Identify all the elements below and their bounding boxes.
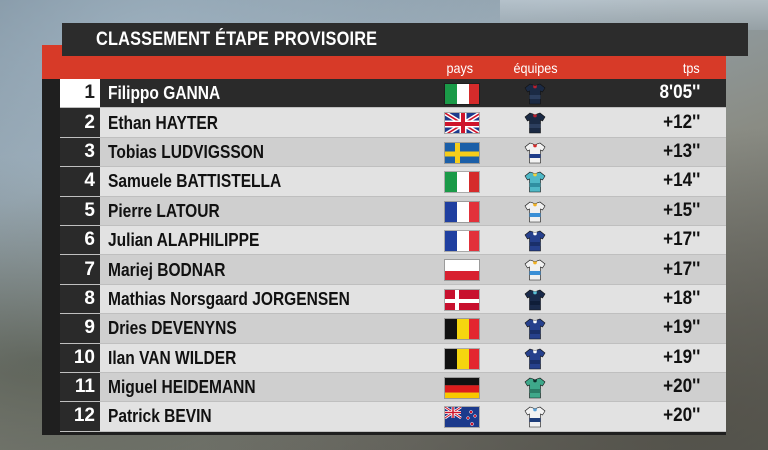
- rider-time: +20'': [662, 376, 700, 398]
- standing-row: 8 Mathias Norsgaard JORGENSEN +18'': [60, 284, 726, 315]
- totalenergies-jersey-icon: [523, 258, 547, 282]
- italy-flag-icon: [444, 171, 480, 194]
- bora-jersey-icon: [523, 376, 547, 400]
- rider-name: Mathias Norsgaard JORGENSEN: [108, 287, 350, 309]
- header-pays: pays: [446, 60, 474, 76]
- rider-time: +13'': [662, 140, 700, 162]
- rider-name: Mariej BODNAR: [108, 258, 226, 280]
- standings-list: 1 Filippo GANNA 8'05'' 2 Ethan HAYTER +1…: [60, 79, 726, 432]
- rank-number: 1: [60, 79, 100, 108]
- standing-row: 4 Samuele BATTISTELLA +14'': [60, 167, 726, 197]
- page-title: CLASSEMENT ÉTAPE PROVISOIRE: [96, 28, 378, 50]
- quickstep-jersey-icon: [523, 317, 547, 341]
- rank-number: 12: [60, 402, 100, 431]
- rider-name: Ethan HAYTER: [108, 111, 218, 133]
- standing-row: 10 Ilan VAN WILDER +19'': [60, 343, 726, 373]
- israel-jersey-icon: [523, 405, 547, 429]
- rank-number: 7: [60, 255, 100, 284]
- rider-name: Ilan VAN WILDER: [108, 346, 237, 368]
- france-flag-icon: [444, 229, 480, 252]
- rider-time: +19'': [662, 317, 700, 339]
- column-headers: pays équipes tps: [42, 59, 726, 79]
- header-tps: tps: [683, 60, 700, 76]
- ineos-jersey-icon: [523, 82, 547, 106]
- uk-flag-icon: [444, 112, 480, 135]
- rider-time: +12'': [662, 111, 700, 133]
- groupama-jersey-icon: [523, 141, 547, 165]
- poland-flag-icon: [444, 259, 480, 282]
- rider-name: Pierre LATOUR: [108, 199, 220, 221]
- rank-number: 10: [60, 343, 100, 372]
- quickstep-jersey-icon: [523, 347, 547, 371]
- rank-number: 6: [60, 225, 100, 255]
- standing-row: 6 Julian ALAPHILIPPE +17'': [60, 225, 726, 256]
- rank-number: 4: [60, 167, 100, 196]
- quickstep-jersey-icon: [523, 229, 547, 253]
- standings-board: pays équipes tps 1 Filippo GANNA 8'05'' …: [42, 45, 726, 435]
- rank-number: 11: [60, 372, 100, 402]
- rider-name: Patrick BEVIN: [108, 405, 212, 427]
- rider-name: Filippo GANNA: [108, 82, 221, 104]
- rider-name: Samuele BATTISTELLA: [108, 170, 282, 192]
- standing-row: 5 Pierre LATOUR +15'': [60, 196, 726, 226]
- sweden-flag-icon: [444, 141, 480, 164]
- france-flag-icon: [444, 200, 480, 223]
- denmark-flag-icon: [444, 288, 480, 311]
- ineos-jersey-icon: [523, 111, 547, 135]
- rank-number: 8: [60, 284, 100, 314]
- rank-number: 5: [60, 196, 100, 225]
- rider-name: Tobias LUDVIGSSON: [108, 140, 265, 162]
- newzealand-flag-icon: [444, 406, 480, 429]
- standing-row: 9 Dries DEVENYNS +19'': [60, 314, 726, 344]
- standing-row: 12 Patrick BEVIN +20'': [60, 402, 726, 432]
- movistar-jersey-icon: [523, 288, 547, 312]
- totalenergies-jersey-icon: [523, 200, 547, 224]
- rider-time: +15'': [662, 199, 700, 221]
- rider-time: +17'': [662, 229, 700, 251]
- rider-time: +17'': [662, 258, 700, 280]
- italy-flag-icon: [444, 83, 480, 105]
- rank-number: 9: [60, 314, 100, 343]
- rider-time: +20'': [662, 405, 700, 427]
- standing-row: 2 Ethan HAYTER +12'': [60, 108, 726, 138]
- germany-flag-icon: [444, 376, 480, 399]
- standing-row: 7 Mariej BODNAR +17'': [60, 255, 726, 285]
- standing-row: 11 Miguel HEIDEMANN +20'': [60, 372, 726, 403]
- rider-time: +19'': [662, 346, 700, 368]
- rider-name: Julian ALAPHILIPPE: [108, 229, 260, 251]
- title-bar: CLASSEMENT ÉTAPE PROVISOIRE: [62, 23, 748, 56]
- standing-row: 1 Filippo GANNA 8'05'': [60, 79, 726, 109]
- rider-time: +18'': [662, 287, 700, 309]
- astana-jersey-icon: [523, 170, 547, 194]
- rider-name: Dries DEVENYNS: [108, 317, 237, 339]
- rank-number: 3: [60, 137, 100, 167]
- standing-row: 3 Tobias LUDVIGSSON +13'': [60, 137, 726, 168]
- rank-number: 2: [60, 108, 100, 137]
- rider-time: 8'05'': [659, 82, 700, 104]
- rider-name: Miguel HEIDEMANN: [108, 376, 256, 398]
- belgium-flag-icon: [444, 318, 480, 341]
- belgium-flag-icon: [444, 347, 480, 370]
- rider-time: +14'': [662, 170, 700, 192]
- header-equipes: équipes: [513, 60, 558, 76]
